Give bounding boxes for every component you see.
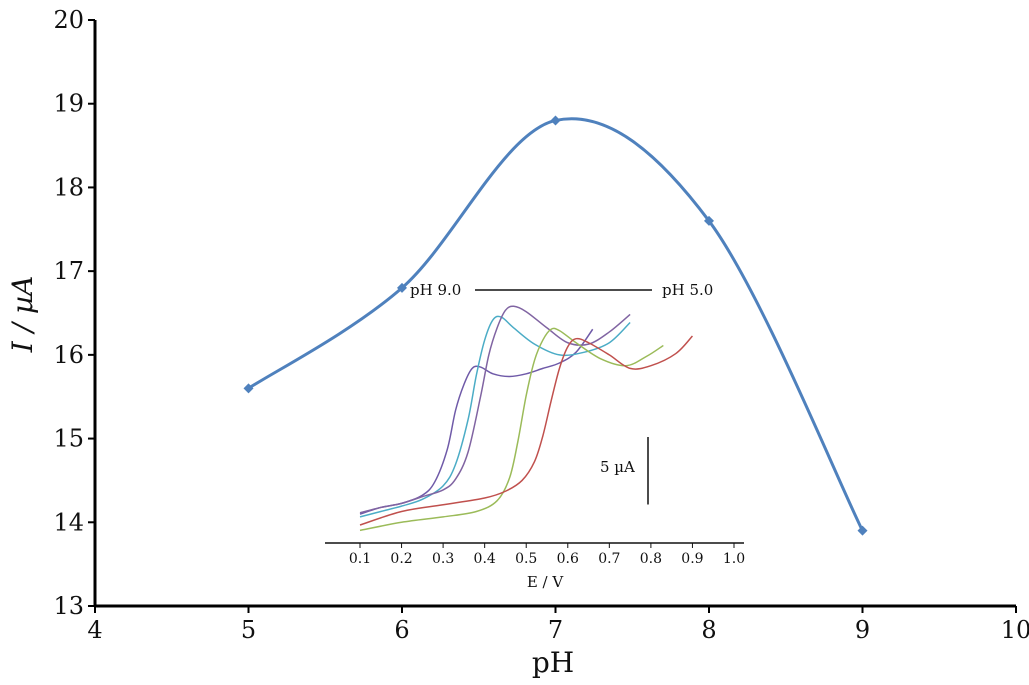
inset-x-tick-label: 0.2 [390,551,412,567]
inset-series-line [359,327,664,532]
inset-tick-labels: 0.1 0.2 0.3 0.4 0.5 0.6 0.7 0.8 0.9 1.0 [349,551,745,567]
y-tick-label: 16 [53,341,84,369]
inset-x-tick-label: 0.3 [432,551,454,567]
inset-voltammogram: 0.1 0.2 0.3 0.4 0.5 0.6 0.7 0.8 0.9 1.0 E / V pH … [325,281,745,591]
x-tick-label: 4 [87,616,102,644]
main-axes [88,19,1017,613]
x-tick-label: 9 [855,616,870,644]
data-point [397,282,407,293]
inset-series-line [359,305,631,514]
ph-start-label: pH 9.0 [410,281,461,299]
x-tick-label: 6 [394,616,409,644]
x-tick-label: 8 [701,616,716,644]
ph-end-label: pH 5.0 [662,281,713,299]
x-tick-label: 10 [1001,616,1029,644]
inset-x-tick-label: 0.9 [681,551,703,567]
main-tick-labels: 4 5 6 7 8 9 10 13 14 15 16 17 18 19 20 [53,6,1029,644]
scale-bar-label: 5 µA [600,458,635,476]
y-tick-label: 18 [53,173,84,201]
y-tick-label: 17 [53,257,84,285]
x-axis-title: pH [532,646,574,679]
data-point [550,115,561,126]
x-tick-label: 7 [548,616,563,644]
inset-series-line [359,335,693,526]
main-series [243,115,868,536]
y-axis-title: I / µA [6,276,39,354]
inset-x-tick-label: 1.0 [723,551,745,567]
inset-series [359,305,693,532]
data-point [704,215,714,226]
inset-axis [325,542,744,548]
inset-x-tick-label: 0.6 [557,551,579,567]
inset-x-tick-label: 0.1 [349,551,371,567]
data-point [243,383,254,394]
y-tick-label: 20 [53,6,84,34]
y-tick-label: 14 [53,508,84,536]
x-tick-label: 5 [241,616,256,644]
data-point [857,525,868,536]
inset-x-tick-label: 0.4 [474,551,496,567]
y-tick-label: 19 [53,90,84,118]
inset-x-axis-title: E / V [527,573,565,591]
inset-x-tick-label: 0.7 [598,551,620,567]
inset-x-tick-label: 0.8 [640,551,662,567]
inset-series-line [359,315,631,518]
inset-series-line [359,328,594,515]
series-line [247,117,864,532]
y-tick-label: 13 [53,592,84,620]
y-tick-label: 15 [53,425,84,453]
inset-x-tick-label: 0.5 [515,551,537,567]
